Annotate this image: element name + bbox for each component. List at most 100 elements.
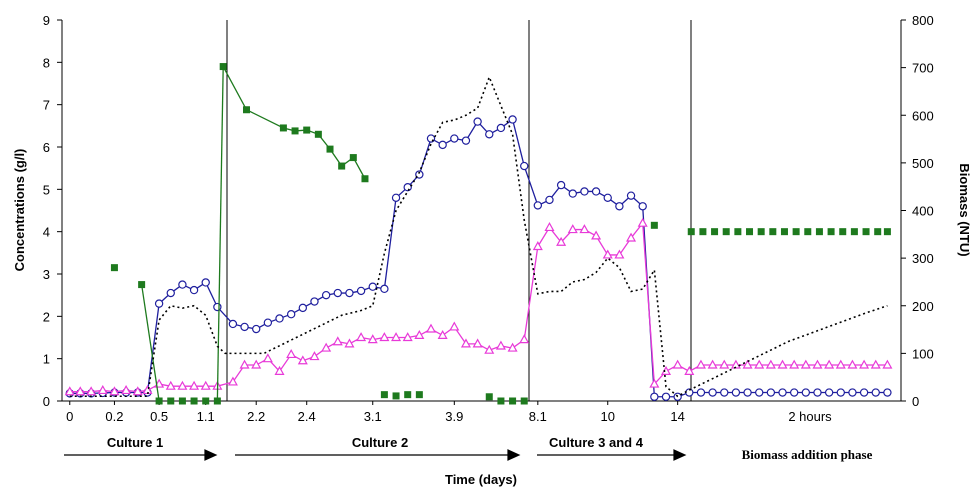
data-point-triangle <box>777 359 788 369</box>
data-point-triangle <box>297 355 308 365</box>
data-point-circle <box>871 388 880 397</box>
data-point-triangle <box>97 384 108 395</box>
data-point-square <box>404 391 412 399</box>
data-point-square <box>874 228 882 236</box>
left-y-tick-label: 9 <box>43 13 50 28</box>
data-point-square <box>291 127 299 135</box>
series-4-line <box>69 74 888 398</box>
data-point-triangle <box>437 329 448 339</box>
phase-labels: Culture 1 Culture 2 Culture 3 and 4 Biom… <box>107 435 873 462</box>
data-point-circle <box>154 299 164 308</box>
data-point-triangle <box>614 249 625 259</box>
data-point-triangle <box>754 359 765 369</box>
data-point-circle <box>824 388 834 397</box>
data-point-triangle <box>519 334 530 344</box>
data-point-triangle <box>579 224 590 234</box>
data-point-square <box>711 228 719 236</box>
data-point-triangle <box>707 359 718 369</box>
data-point-triangle <box>695 359 706 369</box>
data-point-circle <box>813 388 822 397</box>
data-point-circle <box>450 134 459 143</box>
data-point-square <box>780 228 788 236</box>
right-y-tick-label: 600 <box>912 108 934 123</box>
x-tick-label: 1.1 <box>197 409 215 424</box>
data-point-triangle <box>251 359 262 369</box>
right-y-tick-label: 0 <box>912 394 919 409</box>
data-point-triangle <box>239 359 250 369</box>
data-point-circle <box>580 187 589 196</box>
phase-label-culture-1: Culture 1 <box>107 435 163 450</box>
data-point-circle <box>333 288 342 298</box>
data-point-triangle <box>472 338 483 348</box>
left-y-tick-label: 6 <box>43 140 50 155</box>
data-point-square <box>314 130 322 138</box>
data-point-triangle <box>121 384 132 395</box>
data-point-square <box>110 264 118 272</box>
data-point-circle <box>743 388 752 397</box>
data-point-square <box>815 228 823 236</box>
data-point-circle <box>755 388 764 397</box>
data-point-circle <box>228 319 238 329</box>
left-y-tick-label: 0 <box>43 394 50 409</box>
data-point-triangle <box>847 359 858 369</box>
data-point-circle <box>252 324 261 334</box>
series-layer <box>64 63 893 405</box>
x-axis-title: Time (days) <box>445 472 517 487</box>
data-point-circle <box>213 302 222 312</box>
series-1 <box>65 115 892 401</box>
x-tick-label: 14 <box>670 409 684 424</box>
data-point-triangle <box>274 365 285 375</box>
data-point-square <box>699 228 707 236</box>
data-point-triangle <box>719 359 730 369</box>
data-point-circle <box>391 193 401 202</box>
series-3 <box>110 63 891 405</box>
left-y-tick-label: 4 <box>43 225 50 240</box>
phase-arrow-culture-2 <box>235 449 521 461</box>
plot-frame <box>61 20 902 402</box>
data-point-triangle <box>882 359 893 369</box>
data-point-circle <box>778 388 787 397</box>
data-point-triangle <box>742 359 753 369</box>
left-y-tick-label: 8 <box>43 55 50 70</box>
x-tick-label: 2.2 <box>247 409 265 424</box>
data-point-circle <box>859 388 869 397</box>
data-point-circle <box>263 318 273 327</box>
x-note-2-hours: 2 hours <box>788 409 832 424</box>
left-y-tick-label: 7 <box>43 98 50 113</box>
data-point-triangle <box>344 338 355 348</box>
right-y-tick-label: 200 <box>912 299 934 314</box>
data-point-triangle <box>379 332 390 342</box>
data-point-triangle <box>286 348 297 359</box>
right-y-tick-label: 800 <box>912 13 934 28</box>
data-point-triangle <box>649 378 660 388</box>
data-point-triangle <box>544 221 555 232</box>
data-point-triangle <box>132 386 143 396</box>
data-point-triangle <box>332 336 343 346</box>
data-point-square <box>392 392 400 400</box>
data-point-triangle <box>824 359 835 369</box>
data-point-square <box>349 154 357 162</box>
right-y-tick-label: 300 <box>912 251 934 266</box>
y-axis-title-right: Biomass (NTU) <box>957 163 972 256</box>
data-point-circle <box>603 193 612 202</box>
left-y-ticks: 0 1 2 3 4 5 6 7 8 9 <box>43 13 62 409</box>
data-point-circle <box>178 280 187 289</box>
data-point-square <box>827 228 835 236</box>
x-tick-label: 0 <box>66 409 73 424</box>
data-point-circle <box>438 140 447 150</box>
series-2-line <box>69 221 888 393</box>
data-point-square <box>243 106 251 114</box>
data-point-triangle <box>165 380 176 390</box>
data-point-circle <box>380 284 389 294</box>
data-point-circle <box>275 314 284 323</box>
data-point-triangle <box>684 365 695 375</box>
data-point-square <box>792 228 800 236</box>
data-point-triangle <box>591 230 602 240</box>
data-point-circle <box>696 388 706 397</box>
data-point-circle <box>731 388 741 397</box>
data-point-circle <box>848 388 857 397</box>
data-point-circle <box>591 187 601 196</box>
data-point-triangle <box>532 241 543 251</box>
data-point-triangle <box>789 359 800 369</box>
data-point-square <box>178 397 186 405</box>
